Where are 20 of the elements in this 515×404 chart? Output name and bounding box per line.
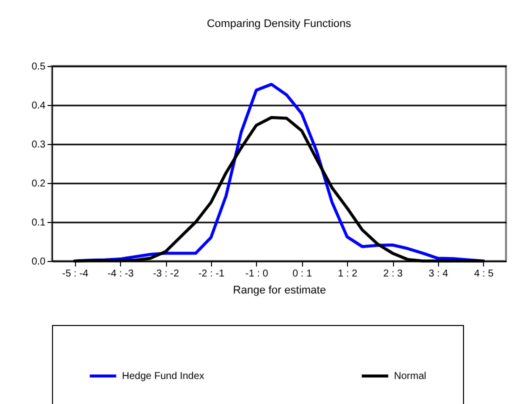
x-tick-label: -5 : -4 (62, 268, 89, 280)
legend-label: Hedge Fund Index (122, 371, 204, 382)
x-tick-label: -4 : -3 (108, 268, 134, 280)
x-tick-label: 4 : 5 (474, 268, 494, 280)
y-tick-label: 0.2 (32, 178, 46, 190)
x-tick-label: -1 : 0 (245, 268, 269, 280)
x-tick-label: 2 : 3 (383, 268, 404, 280)
x-axis-title: Range for estimate (233, 284, 326, 296)
legend-label: Normal (394, 371, 426, 382)
x-tick-label: 0 : 1 (292, 268, 312, 280)
x-tick-label: -3 : -2 (152, 268, 180, 280)
x-tick-label: -2 : -1 (198, 268, 225, 280)
y-tick-label: 0.5 (32, 62, 46, 72)
chart-title: Comparing Density Functions (206, 18, 352, 30)
x-tick-label: 3 : 4 (428, 268, 449, 280)
y-tick-label: 0.4 (32, 100, 46, 112)
x-tick-label: 1 : 2 (338, 268, 358, 280)
y-tick-label: 0.1 (32, 218, 46, 228)
y-tick-label: 0.3 (32, 140, 46, 150)
y-tick-label: 0.0 (32, 256, 46, 268)
